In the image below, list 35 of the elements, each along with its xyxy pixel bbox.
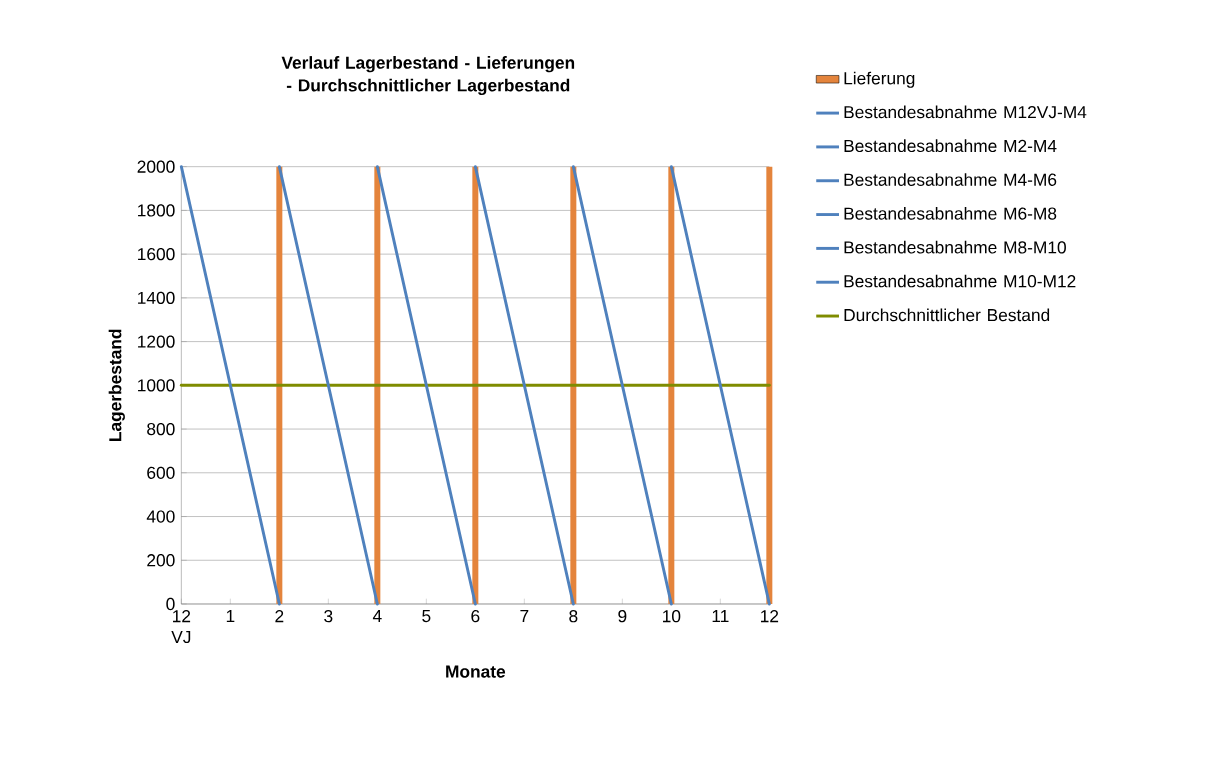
x-tick-label: 8 (569, 609, 578, 623)
x-tick-label: 9 (618, 609, 627, 623)
y-tick-label: 1200 (138, 335, 175, 348)
x-tick-label: 6 (471, 609, 480, 623)
y-tick-label: 1600 (138, 247, 175, 261)
x-tick-label: 7 (520, 609, 529, 622)
y-tick-label: 0 (166, 597, 175, 610)
x-tick-label: 3 (324, 609, 333, 623)
legend-label: Bestandesabnahme M10-M12 (844, 274, 1076, 288)
x-tick-label: 5 (422, 609, 431, 622)
legend-label: Bestandesabnahme M8-M10 (844, 240, 1066, 254)
legend-label: Lieferung (844, 71, 915, 88)
chart-title: Verlauf Lagerbestand - Lieferungen - Durchschnittlicher Lagerbestand (281, 55, 575, 95)
x-tick-label: 1 (226, 609, 235, 622)
y-tick-label: 1800 (138, 204, 175, 217)
x-axis-title: Monate (446, 665, 506, 678)
y-tick-label: 1400 (138, 291, 175, 304)
y-tick-label: 400 (146, 510, 175, 523)
legend-label: Bestandesabnahme M6-M8 (844, 206, 1057, 220)
x-tick-label: 12 (761, 609, 779, 622)
legend-label: Durchschnittlicher Bestand (844, 308, 1050, 322)
y-tick-label: 2000 (137, 160, 175, 173)
x-tick-label: 4 (372, 609, 382, 622)
x-tick-label: 2 (275, 609, 284, 622)
y-tick-label: 600 (147, 466, 175, 479)
x-tick-label: 11 (712, 609, 729, 622)
legend-label: Bestandesabnahme M12VJ-M4 (844, 105, 1087, 119)
y-axis-title: Lagerbestand (108, 329, 125, 441)
y-tick-label: 200 (147, 553, 175, 567)
legend-label: Bestandesabnahme M2-M4 (844, 139, 1057, 152)
x-tick-label: 10 (663, 609, 681, 623)
y-tick-label: 800 (147, 422, 175, 436)
x-tick-label: 12 VJ (171, 609, 191, 643)
legend-label: Bestandesabnahme M4-M6 (844, 173, 1057, 186)
y-tick-label: 1000 (138, 379, 175, 392)
